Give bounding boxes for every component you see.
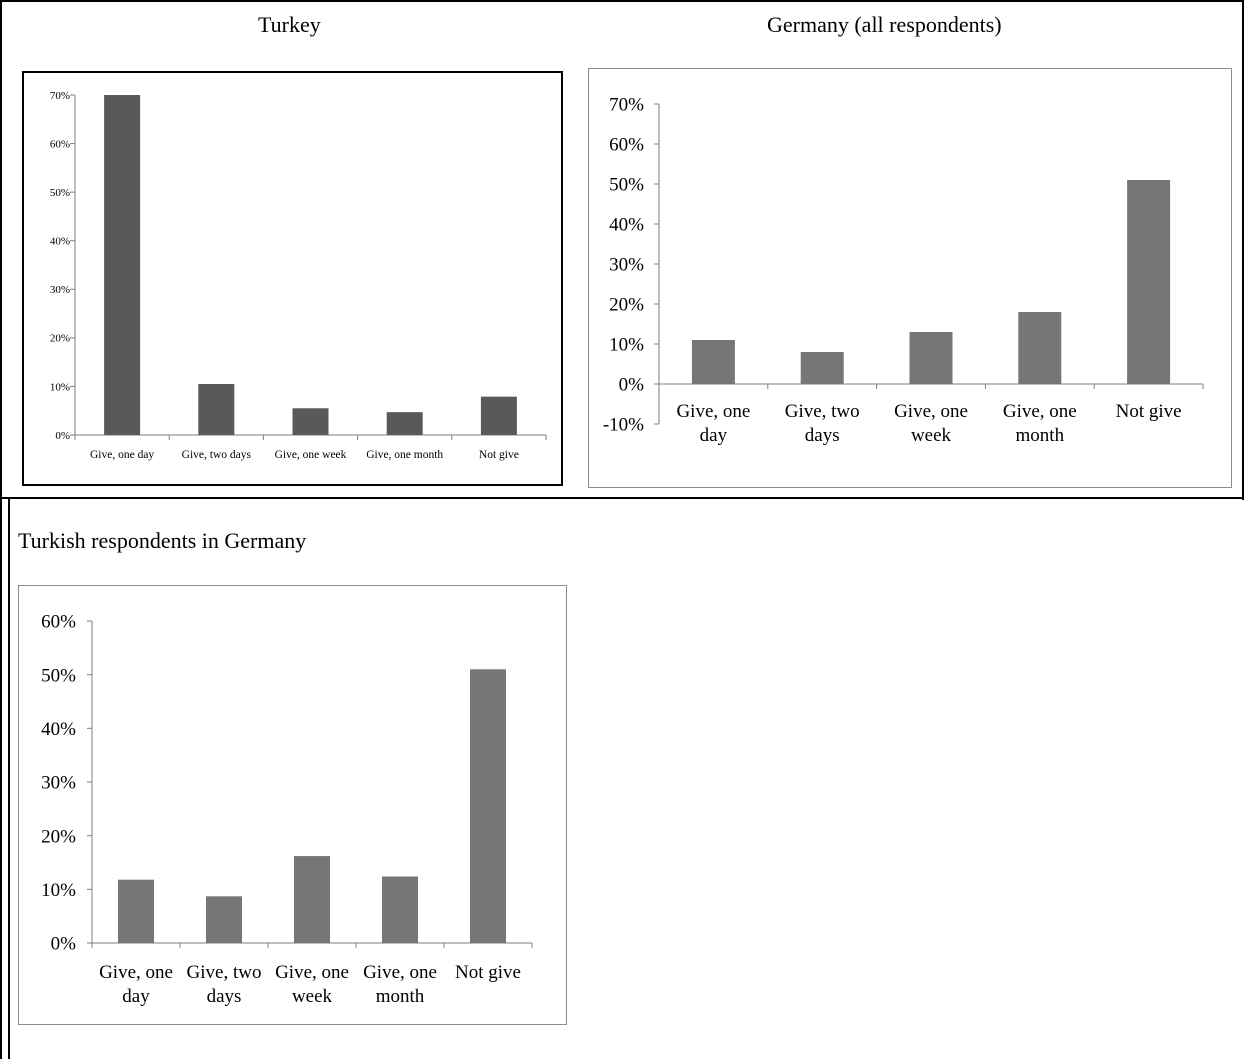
y-tick-label: 10% [50, 381, 70, 393]
bar [294, 856, 330, 943]
bar [198, 384, 235, 435]
x-category-label: Give, one month [363, 962, 437, 1007]
y-tick-label: 60% [50, 138, 70, 150]
frame-right-border-top [1242, 0, 1244, 500]
chart-title-germany: Germany (all respondents) [767, 12, 1002, 37]
x-category-label: Give, one month [366, 449, 443, 461]
bar [800, 352, 844, 384]
y-tick-label: 50% [609, 175, 644, 196]
y-tick-label: 60% [609, 135, 644, 156]
bar [470, 669, 506, 943]
x-category-label: Give, two days [785, 401, 860, 446]
frame-left-border [0, 0, 2, 1059]
x-category-label: Give, two days [187, 962, 262, 1007]
y-tick-label: 50% [50, 187, 70, 199]
chart-panel-turkish-in-germany: 0% 10% 20% 30% 40% 50% 60% Give, one day Give, tw… [18, 585, 567, 1025]
y-tick-label: 0% [619, 375, 645, 396]
y-tick-label: 50% [41, 665, 76, 686]
bar [382, 876, 418, 943]
x-category-label: Give, one week [275, 449, 347, 461]
y-tick-label: 30% [609, 255, 644, 276]
chart-turkish-in-germany: 0% 10% 20% 30% 40% 50% 60% Give, one day Give, tw… [41, 612, 533, 1007]
bar [386, 412, 423, 435]
y-tick-label: 20% [609, 295, 644, 316]
frame-middle-divider [0, 497, 1244, 499]
y-tick-label: 0% [55, 430, 70, 442]
bar [206, 896, 242, 943]
x-category-label: Give, one week [275, 962, 349, 1007]
chart-panel-germany: -10% 0% 10% 20% 30% 40% 50% 60% 70% Give, one day G… [588, 68, 1232, 488]
y-tick-label: 40% [41, 719, 76, 740]
y-tick-label: 20% [41, 826, 76, 847]
bar [1018, 312, 1062, 384]
x-category-label: Not give [479, 449, 519, 461]
frame-top-border [0, 0, 1244, 2]
y-tick-label: 10% [41, 880, 76, 901]
chart-panel-turkey: 0% 10% 20% 30% 40% 50% 60% 70% Give, one day Give… [22, 71, 563, 486]
y-tick-label: 70% [50, 90, 70, 102]
chart-title-turkey: Turkey [258, 12, 321, 37]
bar [480, 396, 517, 435]
bar [104, 95, 141, 435]
bar [118, 879, 154, 943]
x-category-label: Give, two days [182, 449, 252, 461]
x-category-label: Give, one day [676, 401, 750, 446]
x-category-label: Give, one month [1003, 401, 1077, 446]
y-tick-label: 30% [50, 284, 70, 296]
frame-left-border-lower [8, 497, 10, 1059]
y-tick-label: -10% [603, 415, 644, 436]
y-tick-label: 40% [50, 236, 70, 248]
y-tick-label: 60% [41, 612, 76, 633]
y-tick-label: 70% [609, 95, 644, 116]
y-tick-label: 10% [609, 335, 644, 356]
x-category-label: Give, one day [99, 962, 173, 1007]
y-tick-label: 40% [609, 215, 644, 236]
chart-title-turkish-in-germany: Turkish respondents in Germany [18, 528, 307, 553]
y-tick-label: 20% [50, 333, 70, 345]
chart-turkey: 0% 10% 20% 30% 40% 50% 60% 70% Give, one day Give… [50, 90, 547, 461]
bar [292, 408, 329, 435]
y-tick-label: 30% [41, 773, 76, 794]
x-category-label: Give, one week [894, 401, 968, 446]
bar [909, 332, 953, 384]
bar [1127, 180, 1171, 384]
bar [691, 340, 735, 384]
chart-germany: -10% 0% 10% 20% 30% 40% 50% 60% 70% Give, one day G… [603, 95, 1204, 446]
x-category-label: Not give [1116, 401, 1182, 422]
x-category-label: Give, one day [90, 449, 154, 461]
y-tick-label: 0% [51, 934, 77, 955]
x-category-label: Not give [455, 962, 521, 983]
